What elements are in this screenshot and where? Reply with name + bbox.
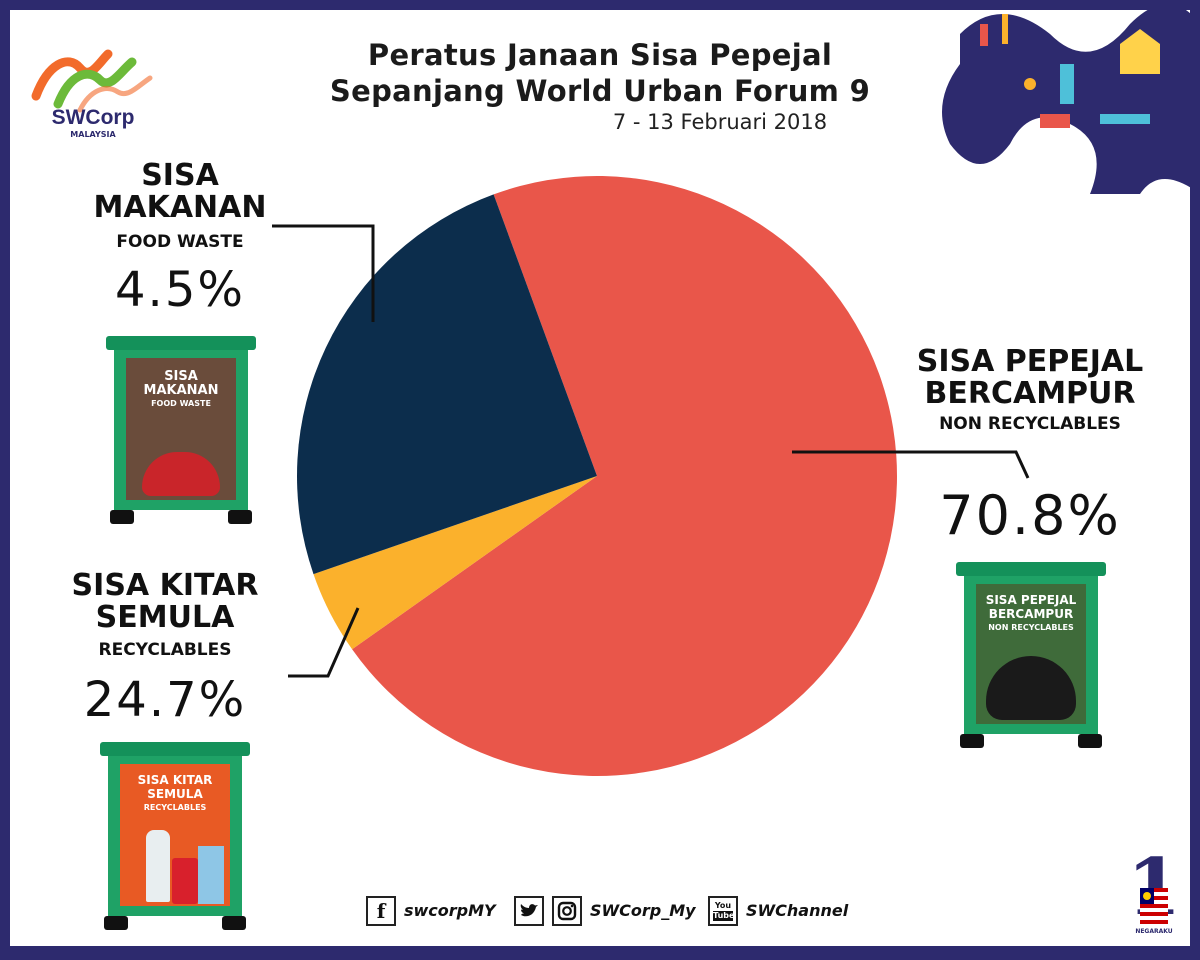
pie-chart: [297, 176, 897, 776]
swcorp-logo-text: SWCorp: [51, 106, 135, 129]
youtube-glyph-top: You: [714, 901, 732, 910]
bin-food-waste: SISA MAKANAN FOOD WASTE: [106, 336, 256, 524]
deco-boat: [1040, 114, 1070, 128]
swcorp-logo-icon: [31, 49, 153, 113]
bin-food-sub: FOOD WASTE: [151, 399, 211, 408]
negaraku-text: NEGARAKU: [1135, 928, 1173, 935]
deco-dot: [1024, 78, 1036, 90]
bin-wheel-right: [1078, 734, 1102, 748]
pie-slice-sisa-makanan: [313, 476, 597, 650]
bin-wheel-left: [104, 916, 128, 930]
bin-wheel-left: [960, 734, 984, 748]
label-recycle-sub: RECYCLABLES: [98, 640, 232, 660]
label-recycle-percent: 24.7%: [83, 672, 247, 728]
bin-recycle-sub: RECYCLABLES: [143, 803, 207, 812]
instagram-icon[interactable]: [552, 896, 582, 926]
label-food-sub: FOOD WASTE: [116, 232, 244, 252]
label-food-line1: SISA: [141, 158, 219, 193]
title-line-1: Peratus Janaan Sisa Pepejal: [367, 38, 833, 72]
deco-house: [1120, 29, 1160, 74]
decorative-corner-art: [942, 10, 1190, 194]
label-mixed-percent: 70.8%: [939, 484, 1121, 547]
bin-lid: [956, 562, 1106, 576]
label-food-line2: MAKANAN: [93, 190, 267, 225]
malaysia-flag-icon: [1140, 888, 1168, 924]
bin-mixed-waste: SISA PEPEJAL BERCAMPUR NON RECYCLABLES: [956, 562, 1106, 748]
title-line-2: Sepanjang World Urban Forum 9: [329, 74, 871, 108]
bin-wheel-right: [222, 916, 246, 930]
label-recycle-line2: SEMULA: [95, 600, 235, 635]
bin-recycle-line1: SISA KITAR: [137, 773, 213, 787]
bin-recycle-line2: SEMULA: [147, 787, 203, 801]
twitter-icon[interactable]: [514, 896, 544, 926]
label-food-percent: 4.5%: [115, 262, 245, 318]
youtube-icon[interactable]: You Tube: [708, 896, 738, 926]
youtube-handle[interactable]: SWChannel: [746, 901, 849, 920]
bin-mixed-sub: NON RECYCLABLES: [988, 623, 1074, 632]
apple-core-icon: [142, 452, 220, 496]
bin-food-line1: SISA: [164, 369, 198, 384]
swcorp-logo-country: MALAYSIA: [70, 130, 116, 139]
bin-wheel-left: [110, 510, 134, 524]
swcorp-logo: SWCorp MALAYSIA: [28, 34, 158, 144]
label-mixed-sub: NON RECYCLABLES: [939, 414, 1121, 434]
bin-lid: [100, 742, 250, 756]
bin-lid: [106, 336, 256, 350]
instagram-handle[interactable]: SWCorp_My: [590, 901, 696, 920]
label-mixed-line2: BERCAMPUR: [924, 376, 1136, 411]
negaraku-logo: 1 NEGARAKU: [1126, 842, 1182, 940]
bin-food-line2: MAKANAN: [143, 383, 219, 398]
label-mixed-line1: SISA PEPEJAL: [916, 344, 1144, 379]
can-icon: [172, 858, 198, 904]
bottle-icon: [146, 830, 170, 902]
date-subtitle: 7 - 13 Februari 2018: [612, 110, 828, 134]
bin-mixed-line1: SISA PEPEJAL: [985, 593, 1077, 607]
youtube-glyph-bottom: Tube: [713, 911, 735, 921]
garbage-bag-icon: [986, 656, 1076, 720]
bin-recyclables: SISA KITAR SEMULA RECYCLABLES: [100, 742, 250, 930]
facebook-handle[interactable]: swcorpMY: [404, 901, 496, 920]
bin-wheel-right: [228, 510, 252, 524]
deco-bridge: [1100, 114, 1150, 124]
pie-slice-sisa-pepejal-bercampur: [352, 176, 897, 776]
infographic-canvas: SWCorp MALAYSIA Peratus Janaan Sisa Pepe…: [10, 10, 1190, 946]
deco-building-2: [1002, 14, 1008, 44]
carton-icon: [198, 846, 224, 904]
bin-mixed-line2: BERCAMPUR: [988, 607, 1074, 621]
label-recycle-line1: SISA KITAR: [71, 568, 259, 603]
deco-tower: [1060, 64, 1074, 104]
deco-building-1: [980, 24, 988, 46]
facebook-icon[interactable]: f: [366, 896, 396, 926]
